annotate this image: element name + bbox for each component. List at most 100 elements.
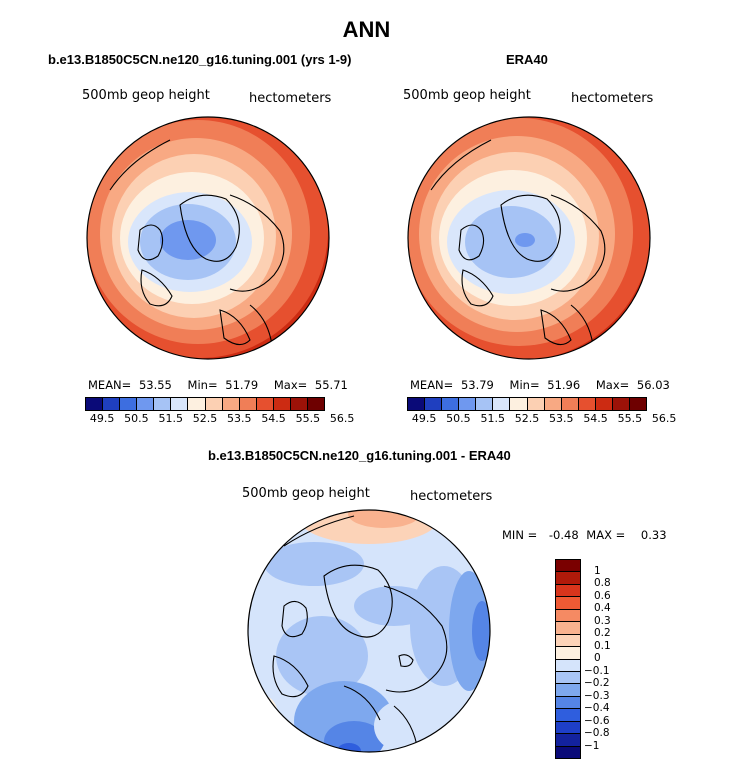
colorbar-swatch — [154, 398, 172, 410]
panel2-max-label: Max= — [595, 378, 630, 392]
diff-colorbar-swatch — [556, 609, 580, 623]
colorbar-swatch — [493, 398, 511, 410]
colorbar-tick-label: 49.5 — [89, 412, 115, 425]
colorbar-tick-label: 56.5 — [651, 412, 677, 425]
diff-colorbar-tick-label: −0.3 — [584, 689, 610, 702]
colorbar-swatch — [308, 398, 325, 410]
diff-colorbar-tick-label: −0.1 — [584, 664, 610, 677]
colorbar-swatch — [595, 398, 613, 410]
panel2-min-value: 51.96 — [547, 378, 581, 392]
panel2-max-value: 56.03 — [636, 378, 670, 392]
diff-colorbar-swatch — [556, 622, 580, 635]
panel1-max-label: Max= — [273, 378, 308, 392]
colorbar-tick-label: 55.5 — [617, 412, 643, 425]
panel1-stats: MEAN= 53.55 Min= 51.79 Max= 55.71 — [88, 378, 348, 392]
colorbar-swatch — [612, 398, 631, 410]
diff-colorbar-swatch — [556, 634, 580, 648]
colorbar-tick-label: 53.5 — [549, 412, 574, 425]
colorbar-swatch — [561, 398, 579, 410]
panel1-min-value: 51.79 — [225, 378, 259, 392]
colorbar-tick-label: 53.5 — [227, 412, 252, 425]
colorbar-swatch — [442, 398, 460, 410]
colorbar-swatch — [86, 398, 104, 410]
colorbar-tick-label: 56.5 — [329, 412, 355, 425]
colorbar-swatch — [103, 398, 121, 410]
panel1-max-value: 55.71 — [314, 378, 348, 392]
diff-colorbar-swatch — [556, 696, 580, 710]
colorbar-swatch — [239, 398, 257, 410]
diff-colorbar-tick-label: −1 — [584, 739, 600, 752]
colorbar-swatch — [256, 398, 274, 410]
panel2-mean-label: MEAN= — [410, 378, 454, 392]
diff-colorbar-swatch — [556, 584, 580, 598]
diff-colorbar-swatch — [556, 560, 580, 573]
diff-subtitle: b.e13.B1850C5CN.ne120_g16.tuning.001 - E… — [208, 448, 511, 463]
diff-colorbar-swatch — [556, 671, 580, 685]
colorbar-swatch — [510, 398, 528, 410]
diff-colorbar-tick-label: 0.2 — [594, 627, 611, 639]
diff-colorbar-swatch — [556, 721, 580, 735]
colorbar-swatch — [459, 398, 477, 410]
colorbar-swatch — [544, 398, 562, 410]
colorbar-swatch — [425, 398, 443, 410]
colorbar-tick-label: 51.5 — [158, 412, 183, 425]
diff-colorbar-swatch — [556, 684, 580, 697]
diff-colorbar-swatch — [556, 659, 580, 672]
panel2-subtitle: ERA40 — [506, 52, 548, 67]
colorbar-swatch — [222, 398, 240, 410]
diff-colorbar-swatch — [556, 597, 580, 610]
figure-title: ANN — [342, 17, 391, 42]
diff-colorbar-tick-label: 0.4 — [594, 602, 611, 614]
diff-colorbar-swatch — [556, 572, 580, 585]
panel2-stats: MEAN= 53.79 Min= 51.96 Max= 56.03 — [410, 378, 670, 392]
diff-colorbar-ticks: 1 0.8 0.6 0.4 0.3 0.2 0.1 0 −0.1 −0.2 −0.3 −0.4 −0.6… — [584, 559, 624, 759]
panel1-polar-map — [86, 116, 330, 360]
diff-colorbar-swatch — [556, 647, 580, 660]
panel1-units-label: hectometers — [249, 91, 332, 106]
diff-colorbar-tick-label: 0.6 — [594, 589, 611, 602]
diff-colorbar-swatch — [556, 709, 580, 722]
diff-colorbar-tick-label: 0.1 — [594, 639, 611, 652]
diff-min-label: MIN = — [502, 528, 538, 542]
diff-colorbar-tick-label: 0.8 — [594, 577, 611, 589]
colorbar-tick-label: 50.5 — [446, 412, 471, 425]
diff-minmax: MIN = -0.48 MAX = 0.33 — [502, 528, 667, 542]
colorbar-tick-label: 55.5 — [295, 412, 321, 425]
panel2-variable-label: 500mb geop height — [403, 88, 531, 103]
diff-colorbar-tick-label: −0.2 — [584, 677, 610, 689]
panel1-mean-label: MEAN= — [88, 378, 132, 392]
panel1-colorbar-ticks: 49.5 50.5 51.5 52.5 53.5 54.5 55.5 56.5 — [85, 412, 354, 426]
panel2-units-label: hectometers — [571, 91, 654, 106]
colorbar-swatch — [137, 398, 155, 410]
colorbar-swatch — [527, 398, 545, 410]
colorbar-swatch — [290, 398, 309, 410]
panel2-mean-value: 53.79 — [460, 378, 494, 392]
panel1-min-label: Min= — [187, 378, 218, 392]
colorbar-swatch — [120, 398, 138, 410]
colorbar-tick-label: 52.5 — [514, 412, 540, 425]
colorbar-swatch — [205, 398, 223, 410]
diff-polar-map — [247, 509, 491, 753]
colorbar-swatch — [408, 398, 426, 410]
diff-colorbar-tick-label: 1 — [594, 564, 601, 577]
colorbar-swatch — [630, 398, 647, 410]
colorbar-swatch — [171, 398, 189, 410]
colorbar-swatch — [476, 398, 494, 410]
panel1-colorbar — [85, 397, 325, 411]
colorbar-swatch — [188, 398, 206, 410]
colorbar-tick-label: 50.5 — [124, 412, 149, 425]
diff-min-value: -0.48 — [548, 528, 579, 542]
diff-colorbar-swatch — [556, 746, 580, 758]
panel1-subtitle: b.e13.B1850C5CN.ne120_g16.tuning.001 (yr… — [48, 52, 352, 67]
colorbar-tick-label: 54.5 — [583, 412, 608, 425]
diff-units-label: hectometers — [410, 489, 493, 504]
panel2-colorbar-ticks: 49.5 50.5 51.5 52.5 53.5 54.5 55.5 56.5 — [407, 412, 676, 426]
colorbar-tick-label: 54.5 — [261, 412, 286, 425]
diff-colorbar-tick-label: −0.4 — [584, 702, 610, 714]
diff-max-value: 0.33 — [640, 528, 667, 542]
colorbar-swatch — [578, 398, 596, 410]
diff-max-label: MAX = — [586, 528, 626, 542]
panel2-min-label: Min= — [509, 378, 540, 392]
colorbar-tick-label: 51.5 — [480, 412, 505, 425]
diff-colorbar-tick-label: −0.6 — [584, 714, 610, 727]
